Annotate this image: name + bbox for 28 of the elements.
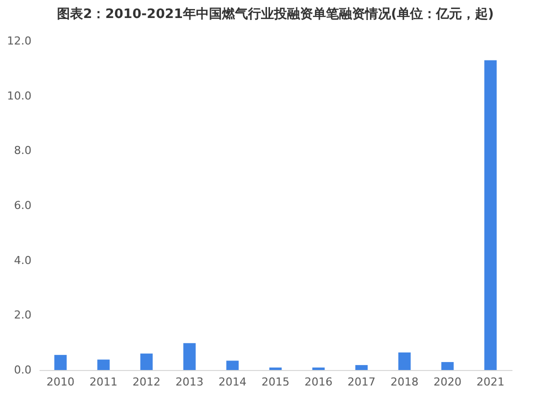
x-tick-label: 2015 [262,376,290,388]
y-tick-label: 0.0 [14,364,32,376]
x-tick-label: 2021 [476,376,504,388]
x-tick-label: 2016 [304,376,332,388]
x-tick-label: 2014 [218,376,246,388]
bar [140,354,153,370]
bar [355,365,368,370]
y-tick-label: 8.0 [14,144,32,158]
x-tick-label: 2012 [132,376,160,388]
bar [484,60,497,370]
y-tick-label: 4.0 [14,254,32,267]
x-tick-label: 2018 [390,376,418,388]
y-tick-label: 6.0 [14,199,32,212]
chart-title: 图表2：2010-2021年中国燃气行业投融资单笔融资情况(单位：亿元，起) [57,6,494,22]
x-tick-label: 2011 [90,376,118,388]
x-tick-label: 2010 [46,376,74,388]
bar [398,352,411,370]
bar [97,360,110,370]
bar [183,343,196,370]
bar [226,360,239,370]
y-tick-label: 2.0 [14,308,32,322]
bar [441,362,454,370]
y-tick-label: 12.0 [7,34,32,48]
y-tick-label: 10.0 [7,89,32,102]
x-tick-label: 2017 [348,376,376,388]
bar [54,354,67,370]
x-tick-label: 2020 [434,376,462,388]
x-tick-label: 2013 [176,376,204,388]
